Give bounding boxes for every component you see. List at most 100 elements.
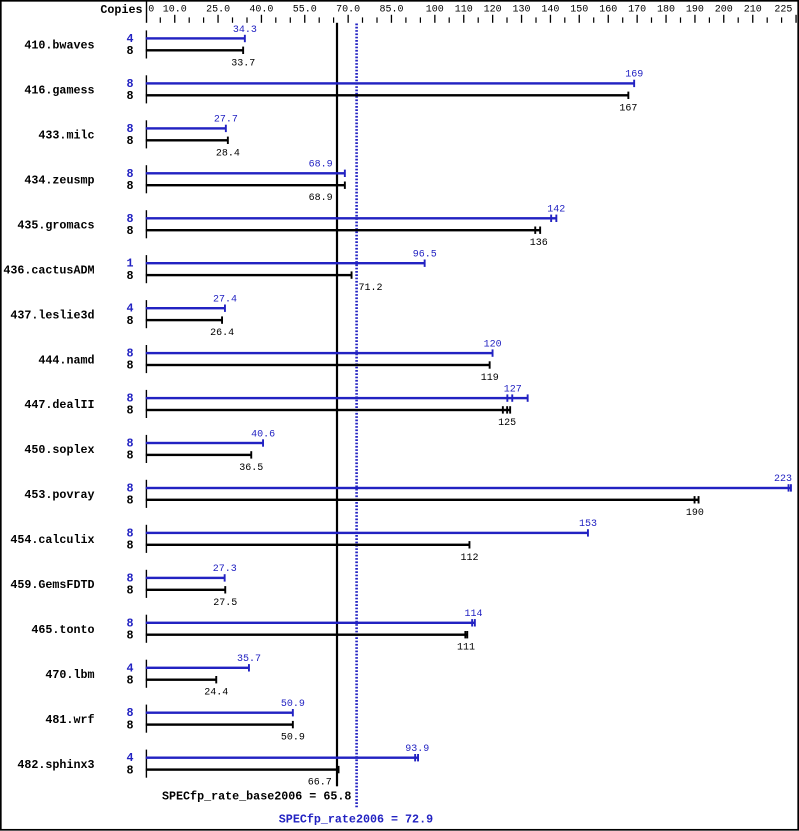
svg-text:27.3: 27.3	[213, 564, 237, 575]
svg-text:465.tonto: 465.tonto	[31, 623, 94, 637]
svg-text:70.0: 70.0	[336, 4, 360, 15]
svg-text:8: 8	[126, 77, 133, 91]
svg-text:8: 8	[126, 718, 133, 732]
svg-text:8: 8	[126, 167, 133, 181]
svg-text:136: 136	[530, 238, 548, 249]
svg-text:437.leslie3d: 437.leslie3d	[10, 308, 94, 322]
svg-text:8: 8	[126, 584, 133, 598]
svg-text:Copies: Copies	[100, 3, 142, 17]
svg-text:93.9: 93.9	[405, 744, 429, 755]
svg-text:410.bwaves: 410.bwaves	[24, 39, 94, 53]
svg-text:27.5: 27.5	[213, 598, 237, 609]
svg-text:4: 4	[126, 32, 133, 46]
svg-text:416.gamess: 416.gamess	[24, 84, 94, 98]
svg-text:435.gromacs: 435.gromacs	[17, 218, 94, 232]
svg-text:119: 119	[481, 373, 499, 384]
svg-text:50.9: 50.9	[281, 699, 305, 710]
svg-text:8: 8	[126, 539, 133, 553]
svg-text:25.0: 25.0	[206, 4, 230, 15]
svg-text:55.0: 55.0	[293, 4, 317, 15]
svg-text:454.calculix: 454.calculix	[10, 533, 94, 547]
svg-text:447.dealII: 447.dealII	[24, 398, 94, 412]
svg-text:8: 8	[126, 673, 133, 687]
svg-text:71.2: 71.2	[358, 283, 382, 294]
svg-text:8: 8	[126, 44, 133, 58]
svg-text:27.4: 27.4	[213, 295, 237, 306]
svg-text:4: 4	[126, 302, 133, 316]
svg-text:169: 169	[625, 70, 643, 81]
svg-text:0: 0	[148, 4, 154, 15]
svg-text:170: 170	[628, 4, 646, 15]
svg-text:40.0: 40.0	[249, 4, 273, 15]
svg-text:68.9: 68.9	[309, 193, 333, 204]
svg-text:8: 8	[126, 481, 133, 495]
svg-text:481.wrf: 481.wrf	[45, 713, 94, 727]
svg-text:127: 127	[504, 384, 522, 395]
svg-text:160: 160	[599, 4, 617, 15]
svg-text:111: 111	[457, 643, 475, 654]
svg-text:444.namd: 444.namd	[38, 353, 94, 367]
svg-text:4: 4	[126, 751, 133, 765]
svg-text:110: 110	[455, 4, 473, 15]
svg-text:33.7: 33.7	[231, 58, 255, 69]
svg-text:85.0: 85.0	[379, 4, 403, 15]
svg-text:8: 8	[126, 359, 133, 373]
svg-text:8: 8	[126, 122, 133, 136]
svg-text:8: 8	[126, 347, 133, 361]
svg-text:8: 8	[126, 404, 133, 418]
svg-text:450.soplex: 450.soplex	[24, 443, 94, 457]
svg-text:434.zeusmp: 434.zeusmp	[24, 174, 94, 188]
svg-text:190: 190	[686, 508, 704, 519]
svg-text:24.4: 24.4	[204, 688, 228, 699]
svg-text:436.cactusADM: 436.cactusADM	[3, 263, 94, 277]
svg-text:8: 8	[126, 616, 133, 630]
svg-text:8: 8	[126, 179, 133, 193]
svg-text:112: 112	[460, 553, 478, 564]
svg-text:28.4: 28.4	[216, 148, 240, 159]
svg-text:96.5: 96.5	[413, 250, 437, 261]
svg-text:34.3: 34.3	[233, 25, 257, 36]
svg-text:482.sphinx3: 482.sphinx3	[17, 758, 94, 772]
svg-text:140: 140	[541, 4, 559, 15]
svg-text:8: 8	[126, 628, 133, 642]
svg-text:8: 8	[126, 224, 133, 238]
svg-text:8: 8	[126, 437, 133, 451]
svg-text:150: 150	[570, 4, 588, 15]
svg-text:225: 225	[774, 4, 792, 15]
svg-text:40.6: 40.6	[251, 429, 275, 440]
svg-text:453.povray: 453.povray	[24, 488, 94, 502]
svg-text:35.7: 35.7	[237, 654, 261, 665]
svg-text:66.7: 66.7	[308, 778, 332, 789]
svg-text:8: 8	[126, 134, 133, 148]
svg-text:210: 210	[744, 4, 762, 15]
svg-text:142: 142	[547, 205, 565, 216]
svg-text:8: 8	[126, 449, 133, 463]
svg-text:SPECfp_rate2006 = 72.9: SPECfp_rate2006 = 72.9	[279, 812, 433, 826]
svg-text:50.9: 50.9	[281, 733, 305, 744]
svg-text:8: 8	[126, 392, 133, 406]
svg-text:180: 180	[657, 4, 675, 15]
svg-text:470.lbm: 470.lbm	[45, 668, 94, 682]
svg-text:120: 120	[484, 339, 502, 350]
svg-text:8: 8	[126, 89, 133, 103]
svg-text:200: 200	[715, 4, 733, 15]
svg-text:8: 8	[126, 706, 133, 720]
svg-text:SPECfp_rate_base2006 = 65.8: SPECfp_rate_base2006 = 65.8	[162, 790, 351, 804]
svg-text:4: 4	[126, 661, 133, 675]
svg-text:120: 120	[484, 4, 502, 15]
svg-text:10.0: 10.0	[163, 4, 187, 15]
svg-text:223: 223	[774, 474, 792, 485]
svg-text:167: 167	[619, 103, 637, 114]
svg-text:433.milc: 433.milc	[38, 129, 94, 143]
svg-text:8: 8	[126, 526, 133, 540]
svg-text:125: 125	[498, 418, 516, 429]
svg-text:26.4: 26.4	[210, 328, 234, 339]
svg-text:114: 114	[464, 609, 482, 620]
svg-text:27.7: 27.7	[214, 115, 238, 126]
svg-text:190: 190	[686, 4, 704, 15]
svg-text:8: 8	[126, 314, 133, 328]
svg-text:100: 100	[426, 4, 444, 15]
svg-text:8: 8	[126, 212, 133, 226]
svg-text:8: 8	[126, 763, 133, 777]
svg-text:36.5: 36.5	[239, 463, 263, 474]
